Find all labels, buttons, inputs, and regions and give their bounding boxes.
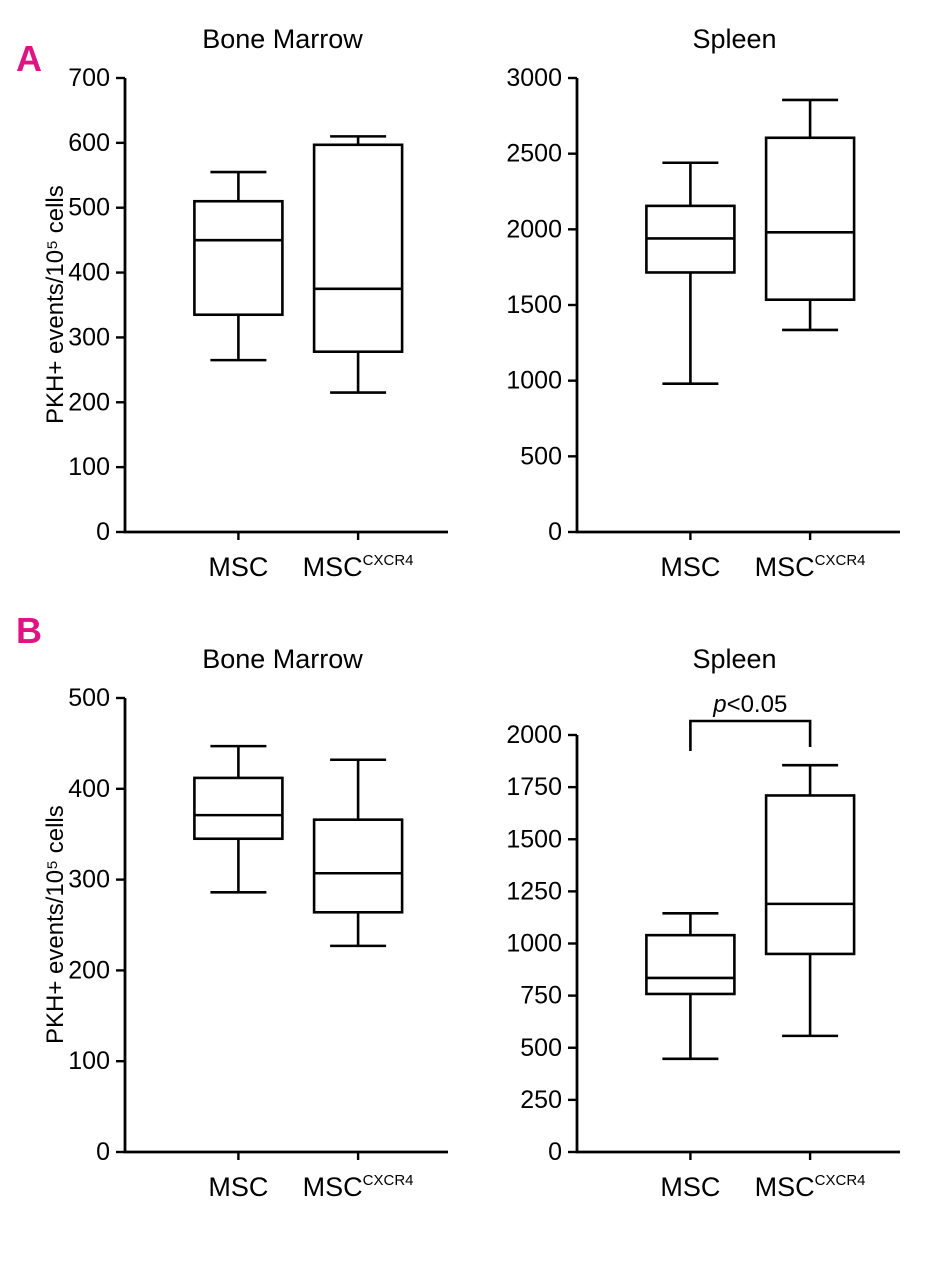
y-tick-label: 2000 xyxy=(506,215,562,243)
y-tick-label: 1000 xyxy=(506,367,562,395)
y-tick-label: 0 xyxy=(96,518,110,546)
y-tick-label: 300 xyxy=(68,323,110,351)
category-label: MSC xyxy=(660,552,720,582)
box xyxy=(193,776,284,841)
y-tick-label: 200 xyxy=(68,956,110,984)
y-tick-label: 500 xyxy=(68,194,110,222)
boxplot-svg-spleen-a: 0 500 1000 1500 2000 2500 3000 MSC MSCCXCR4 xyxy=(506,64,900,582)
y-tick-label: 2500 xyxy=(506,140,562,168)
chart-title: Spleen xyxy=(692,24,777,54)
y-tick-label: 100 xyxy=(68,453,110,481)
box xyxy=(193,199,284,317)
y-tick-label: 100 xyxy=(68,1047,110,1075)
y-tick-label: 200 xyxy=(68,388,110,416)
panel-b-row: Bone Marrow PKH+ events/10⁵ cells 0 100 20… xyxy=(30,630,916,1230)
y-tick-label: 400 xyxy=(68,259,110,287)
category-label: MSCCXCR4 xyxy=(303,552,414,582)
y-tick-label: 1000 xyxy=(506,930,562,958)
y-tick-label: 500 xyxy=(520,1034,562,1062)
box xyxy=(312,143,404,353)
category-label: MSCCXCR4 xyxy=(755,1172,866,1202)
chart-bone-marrow-a: Bone Marrow PKH+ events/10⁵ cells 0 100 20… xyxy=(30,10,464,610)
y-tick-label: 600 xyxy=(68,129,110,157)
y-tick-label: 300 xyxy=(68,866,110,894)
chart-spleen-b: Spleen 0 250 500 750 1000 1250 1500 1750 2000 MSC… xyxy=(482,630,916,1230)
y-tick-label: 700 xyxy=(68,64,110,92)
box xyxy=(312,818,404,914)
y-tick-label: 500 xyxy=(520,442,562,470)
y-tick-label: 0 xyxy=(548,518,562,546)
category-label: MSCCXCR4 xyxy=(755,552,866,582)
chart-bone-marrow-b: Bone Marrow PKH+ events/10⁵ cells 0 100 20… xyxy=(30,630,464,1230)
y-tick-label: 250 xyxy=(520,1086,562,1114)
y-tick-label: 1750 xyxy=(506,773,562,801)
y-tick-label: 500 xyxy=(68,684,110,712)
y-tick-label: 3000 xyxy=(506,64,562,92)
y-tick-label: 1500 xyxy=(506,825,562,853)
y-tick-label: 2000 xyxy=(506,721,562,749)
significance-bracket xyxy=(689,719,812,751)
boxplot-svg-bone-marrow-a: 0 100 200 300 400 500 600 700 MSC MSCCXCR4 xyxy=(68,64,448,582)
category-label: MSCCXCR4 xyxy=(303,1172,414,1202)
category-label: MSC xyxy=(208,1172,268,1202)
y-tick-label: 1250 xyxy=(506,877,562,905)
category-label: MSC xyxy=(208,552,268,582)
y-tick-label: 400 xyxy=(68,775,110,803)
panel-label-a: A xyxy=(16,38,42,79)
box xyxy=(645,933,736,996)
chart-title: Bone Marrow xyxy=(202,644,363,674)
chart-spleen-a: Spleen 0 500 1000 1500 2000 2500 3000 MSC MSCCXC… xyxy=(482,10,916,610)
y-tick-label: 0 xyxy=(548,1138,562,1166)
panel-label-b: B xyxy=(16,610,42,651)
y-tick-label: 1500 xyxy=(506,291,562,319)
panel-a-row: Bone Marrow PKH+ events/10⁵ cells 0 100 20… xyxy=(30,10,916,610)
box xyxy=(764,136,856,302)
box xyxy=(764,794,856,956)
boxplot-svg-spleen-b: 0 250 500 750 1000 1250 1500 1750 2000 MSC MSCCXCR… xyxy=(506,691,900,1202)
significance-label: p<0.05 xyxy=(712,691,787,718)
y-tick-label: 750 xyxy=(520,982,562,1010)
boxplot-svg-bone-marrow-b: 0 100 200 300 400 500 MSC MSCCXCR4 xyxy=(68,684,448,1202)
category-label: MSC xyxy=(660,1172,720,1202)
y-tick-label: 0 xyxy=(96,1138,110,1166)
chart-title: Bone Marrow xyxy=(202,24,363,54)
chart-title: Spleen xyxy=(692,644,777,674)
